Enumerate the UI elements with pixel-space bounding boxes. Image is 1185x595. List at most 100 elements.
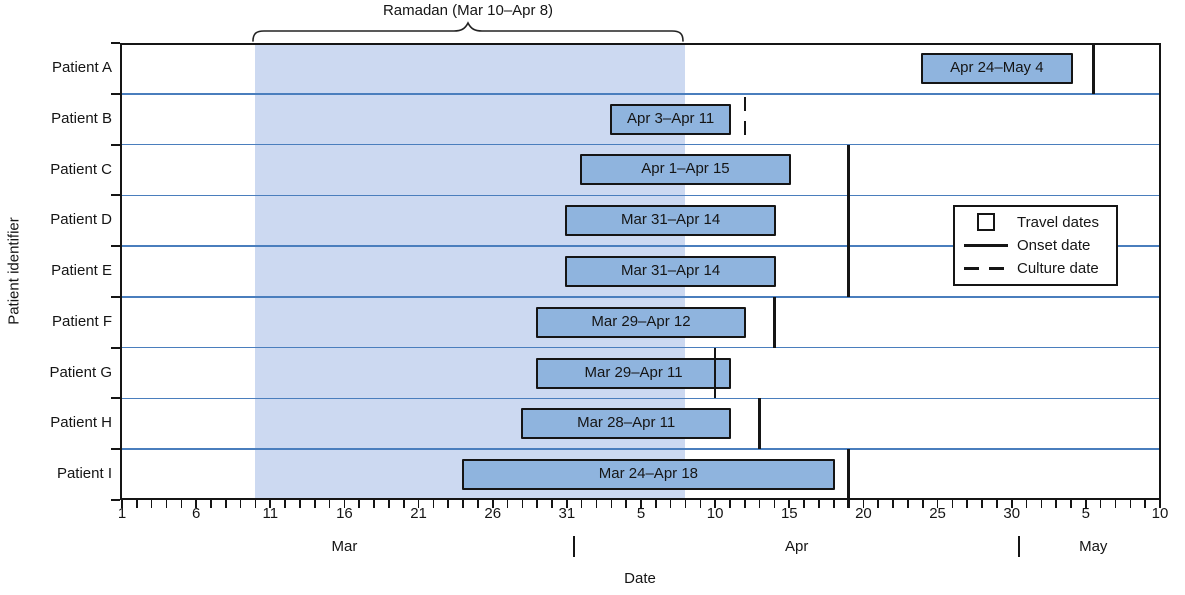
- x-axis-tick: [625, 500, 627, 508]
- x-axis-tick: [358, 500, 361, 508]
- x-axis-tick: [1114, 500, 1117, 508]
- row-separator: [120, 448, 1161, 451]
- x-axis-tick: [388, 500, 390, 508]
- row-separator: [120, 296, 1161, 298]
- x-axis-tick: [803, 500, 805, 508]
- month-separator: [1018, 536, 1021, 557]
- x-axis-tick: [610, 500, 613, 508]
- x-axis-tick: [551, 500, 553, 508]
- x-axis-tick: [744, 500, 746, 508]
- row-separator: [120, 346, 1161, 349]
- x-axis-tick: [402, 500, 405, 508]
- travel-bar-label: Mar 29–Apr 12: [591, 312, 691, 330]
- x-axis-tick: [566, 500, 568, 508]
- x-tick-label: 10: [1151, 505, 1169, 522]
- x-axis-tick: [328, 500, 331, 508]
- onset-line: [847, 449, 850, 508]
- row-separator: [120, 194, 1161, 197]
- patient-row-label: Patient I: [56, 465, 112, 483]
- x-axis-tick: [462, 500, 464, 508]
- travel-bar-label: Mar 31–Apr 14: [621, 211, 721, 229]
- x-axis-tick: [432, 500, 435, 508]
- y-axis-tick: [111, 346, 120, 349]
- x-axis-tick: [1159, 500, 1161, 508]
- row-separator: [120, 92, 1161, 95]
- travel-bar: Apr 1–Apr 15: [580, 154, 791, 186]
- x-axis-tick: [818, 500, 820, 508]
- onset-line: [758, 398, 761, 450]
- x-axis-tick: [907, 500, 909, 508]
- culture-date-swatch: [964, 267, 1008, 271]
- legend-label: Culture date: [1017, 260, 1099, 278]
- travel-bar: Mar 31–Apr 14: [565, 256, 776, 287]
- month-separator: [573, 536, 576, 557]
- x-axis-tick: [1144, 500, 1146, 508]
- x-tick-label: 20: [855, 505, 872, 522]
- x-axis-tick: [536, 500, 538, 508]
- y-axis-tick: [111, 295, 120, 298]
- x-tick-label: 30: [1003, 505, 1021, 522]
- x-axis-tick: [269, 500, 272, 508]
- travel-bar-label: Mar 24–Apr 18: [598, 465, 699, 483]
- travel-dates-swatch: [977, 213, 995, 232]
- x-axis-tick: [1129, 500, 1132, 508]
- x-tick-label: 31: [558, 505, 576, 522]
- row-separator: [120, 397, 1161, 400]
- travel-bar-label: Mar 31–Apr 14: [621, 262, 721, 279]
- travel-bar-label: Apr 3–Apr 11: [627, 109, 715, 127]
- x-axis-tick: [669, 500, 672, 508]
- x-axis-tick: [684, 500, 687, 508]
- travel-bar-label: Apr 24–May 4: [950, 58, 1044, 76]
- x-axis-tick: [1040, 500, 1043, 508]
- y-axis-tick: [111, 448, 120, 451]
- x-axis-tick: [239, 500, 242, 508]
- row-separator: [120, 143, 1161, 146]
- x-tick-label: 21: [410, 505, 427, 522]
- patient-row-label: Patient G: [49, 363, 112, 381]
- travel-bar: Mar 29–Apr 11: [535, 357, 732, 389]
- x-axis-tick: [506, 500, 509, 508]
- x-axis-tick: [832, 500, 835, 508]
- patient-row-label: Patient F: [51, 312, 112, 330]
- row-separator: [120, 245, 1161, 247]
- culture-line: [743, 96, 747, 142]
- onset-line: [713, 347, 717, 399]
- x-axis-tick: [788, 500, 791, 508]
- month-label: Mar: [331, 538, 358, 555]
- patient-row-label: Patient B: [51, 109, 112, 127]
- legend-item-culture: Culture date: [963, 259, 1116, 279]
- x-axis-tick: [1010, 500, 1013, 508]
- legend-label: Travel dates: [1017, 213, 1099, 231]
- x-tick-label: 16: [336, 505, 353, 522]
- x-axis-tick: [477, 500, 479, 508]
- travel-bar: Apr 3–Apr 11: [609, 103, 732, 135]
- patient-row-label: Patient C: [50, 160, 112, 178]
- onset-line: [773, 296, 776, 348]
- month-label: May: [1079, 538, 1108, 555]
- x-tick-label: 1: [117, 505, 127, 522]
- travel-bar: Mar 24–Apr 18: [461, 459, 836, 491]
- travel-bar: Apr 24–May 4: [921, 52, 1073, 84]
- ramadan-brace: [252, 21, 684, 42]
- x-axis-tick: [921, 500, 924, 508]
- x-axis-tick: [1070, 500, 1072, 508]
- onset-line: [1091, 43, 1095, 94]
- x-axis-tick: [655, 500, 657, 508]
- travel-bar-label: Apr 1–Apr 15: [641, 160, 730, 178]
- legend-label: Onset date: [1017, 237, 1091, 254]
- x-axis-tick: [862, 500, 865, 508]
- x-tick-label: 6: [191, 505, 201, 522]
- x-axis-tick: [640, 500, 642, 508]
- x-axis-tick: [210, 500, 212, 508]
- travel-bar-label: Mar 29–Apr 11: [584, 363, 683, 381]
- x-axis-tick: [699, 500, 702, 508]
- x-axis-tick: [299, 500, 301, 508]
- x-axis-tick: [284, 500, 286, 508]
- x-axis-tick: [580, 500, 583, 508]
- x-tick-label: 5: [1081, 505, 1091, 522]
- x-axis-tick: [491, 500, 494, 508]
- y-axis-tick: [111, 42, 120, 44]
- y-axis-tick: [111, 143, 120, 146]
- x-tick-label: 15: [780, 505, 798, 522]
